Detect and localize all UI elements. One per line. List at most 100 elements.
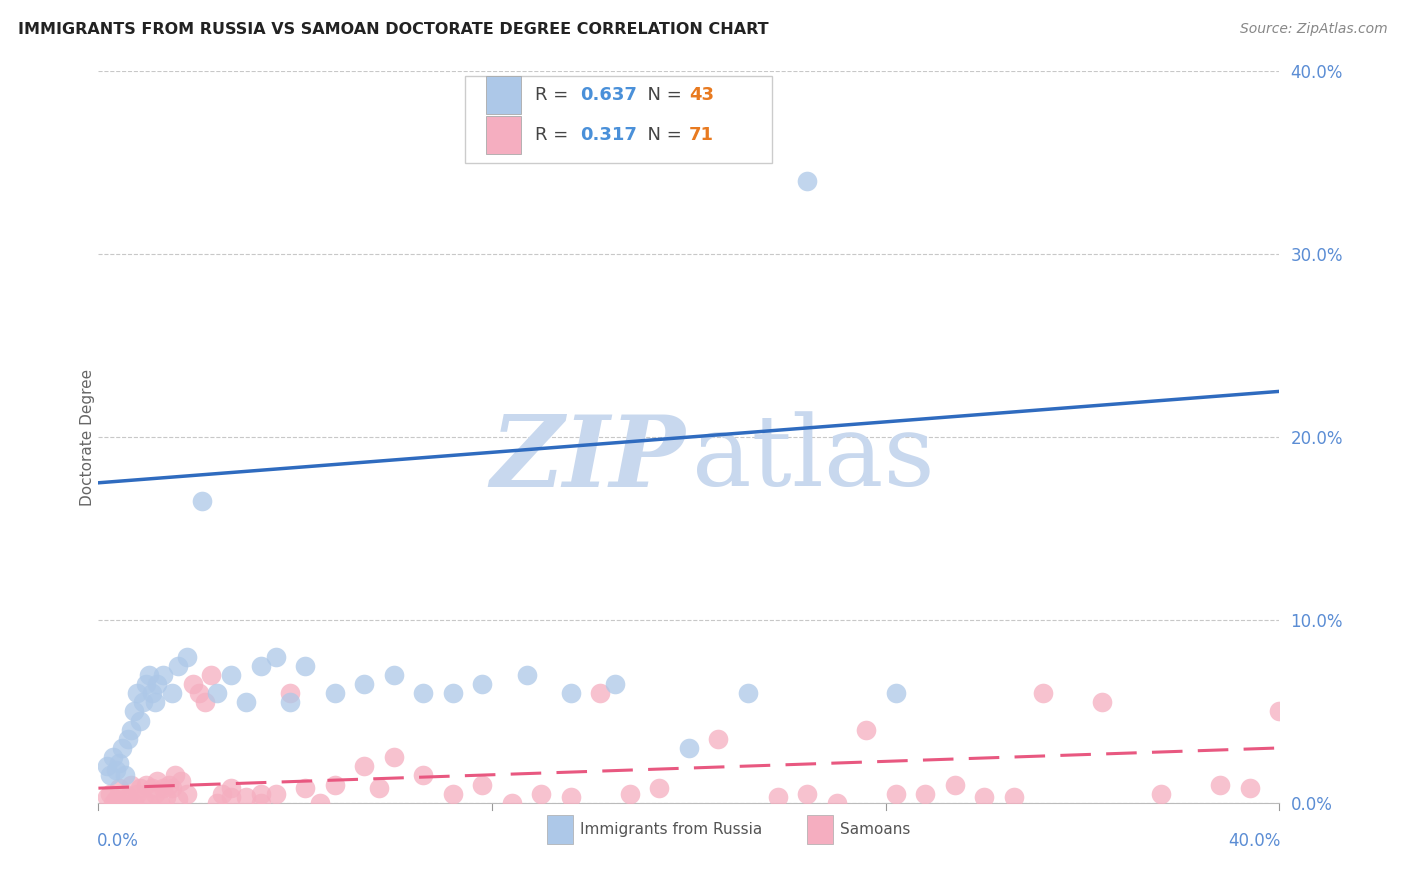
Point <box>181 677 204 691</box>
Point <box>1268 705 1291 719</box>
Point <box>264 649 287 664</box>
Point <box>605 677 627 691</box>
Point <box>128 781 150 796</box>
Point <box>117 790 139 805</box>
Text: 43: 43 <box>689 87 714 104</box>
Text: Source: ZipAtlas.com: Source: ZipAtlas.com <box>1240 22 1388 37</box>
Point <box>294 658 316 673</box>
Point <box>221 781 243 796</box>
Point <box>353 677 375 691</box>
Point <box>280 695 302 709</box>
Point <box>707 731 730 746</box>
Point <box>138 667 160 681</box>
Point <box>132 695 155 709</box>
Point <box>125 787 148 801</box>
Point <box>309 796 332 810</box>
Point <box>884 686 907 700</box>
FancyBboxPatch shape <box>807 815 832 845</box>
Point <box>143 695 166 709</box>
Point <box>135 677 157 691</box>
FancyBboxPatch shape <box>464 77 772 163</box>
Point <box>176 649 198 664</box>
Text: 0.637: 0.637 <box>581 87 637 104</box>
Point <box>96 790 118 805</box>
Point <box>165 768 187 782</box>
FancyBboxPatch shape <box>486 116 522 154</box>
Point <box>146 677 169 691</box>
Point <box>796 174 818 188</box>
Point <box>111 740 134 755</box>
Point <box>120 778 142 792</box>
Point <box>143 787 166 801</box>
Point <box>187 686 209 700</box>
Point <box>1091 695 1114 709</box>
Point <box>323 686 346 700</box>
Point <box>96 759 118 773</box>
Point <box>619 787 641 801</box>
Point <box>200 667 222 681</box>
Point <box>149 796 172 810</box>
Point <box>589 686 612 700</box>
Point <box>138 796 160 810</box>
Text: R =: R = <box>536 87 575 104</box>
Point <box>122 705 145 719</box>
Point <box>221 667 243 681</box>
Point <box>162 781 183 796</box>
Point <box>167 792 190 806</box>
Text: IMMIGRANTS FROM RUSSIA VS SAMOAN DOCTORATE DEGREE CORRELATION CHART: IMMIGRANTS FROM RUSSIA VS SAMOAN DOCTORA… <box>18 22 769 37</box>
Point <box>205 686 228 700</box>
Point <box>141 686 163 700</box>
Point <box>884 787 907 801</box>
Text: 40.0%: 40.0% <box>1229 832 1281 850</box>
Text: Immigrants from Russia: Immigrants from Russia <box>581 822 762 838</box>
Point <box>280 686 302 700</box>
Point <box>648 781 671 796</box>
Point <box>1150 787 1173 801</box>
Text: 71: 71 <box>689 126 714 145</box>
Text: 0.0%: 0.0% <box>97 832 139 850</box>
Point <box>441 686 464 700</box>
Text: R =: R = <box>536 126 575 145</box>
Point <box>914 787 936 801</box>
Point <box>516 667 538 681</box>
Point <box>120 723 142 737</box>
Point <box>471 778 494 792</box>
Point <box>382 750 405 764</box>
Point <box>152 781 174 796</box>
Point <box>117 731 139 746</box>
Point <box>1032 686 1054 700</box>
Point <box>973 790 995 805</box>
Point <box>98 768 121 782</box>
Point <box>122 796 145 810</box>
Point <box>152 667 174 681</box>
Point <box>471 677 494 691</box>
Point <box>441 787 464 801</box>
Point <box>530 787 553 801</box>
Point <box>141 781 163 796</box>
Point <box>560 686 582 700</box>
Point <box>132 792 155 806</box>
Point <box>157 778 180 792</box>
Text: N =: N = <box>636 126 688 145</box>
Point <box>1002 790 1025 805</box>
Point <box>135 778 157 792</box>
Point <box>1239 781 1261 796</box>
Point <box>194 695 217 709</box>
Text: Samoans: Samoans <box>841 822 911 838</box>
Point <box>855 723 877 737</box>
Point <box>98 787 121 801</box>
Point <box>264 787 287 801</box>
Y-axis label: Doctorate Degree: Doctorate Degree <box>80 368 94 506</box>
Point <box>221 790 243 805</box>
Text: 0.317: 0.317 <box>581 126 637 145</box>
Point <box>105 792 128 806</box>
Point <box>825 796 848 810</box>
FancyBboxPatch shape <box>486 77 522 114</box>
Point <box>114 768 136 782</box>
Point <box>170 773 193 788</box>
Point <box>678 740 700 755</box>
Point <box>205 796 228 810</box>
Point <box>191 494 214 508</box>
Point <box>105 763 128 777</box>
Point <box>766 790 789 805</box>
